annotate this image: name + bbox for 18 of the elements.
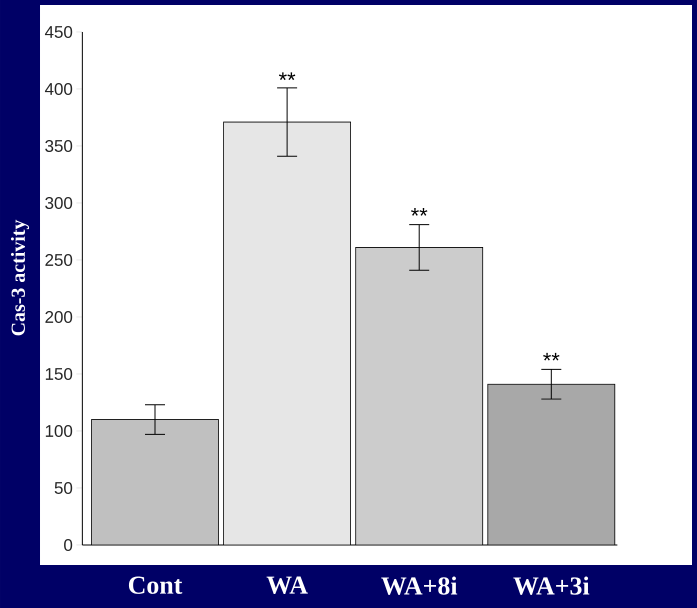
- y-tick-label: 200: [45, 310, 72, 323]
- y-tick-label: 0: [64, 538, 72, 551]
- x-tick-label: WA+8i: [381, 576, 458, 595]
- y-tick-label: 50: [54, 482, 72, 494]
- y-tick-label: 400: [44, 82, 72, 95]
- y-tick-label: 300: [45, 196, 72, 209]
- y-tick-label: 150: [46, 368, 72, 380]
- y-axis-title: Cas-3 activity: [10, 220, 30, 336]
- y-tick-label: 100: [46, 424, 72, 437]
- x-tick-label: WA+3i: [513, 576, 590, 595]
- annotation: **: [543, 352, 560, 361]
- annotation: **: [411, 208, 428, 216]
- y-tick-label: 450: [44, 26, 72, 38]
- y-tick-label: 350: [45, 140, 72, 152]
- annotation: **: [278, 72, 296, 80]
- x-tick-label: Cont: [128, 576, 182, 594]
- x-tick-label: WA: [266, 576, 308, 594]
- y-tick-label: 250: [45, 254, 72, 266]
